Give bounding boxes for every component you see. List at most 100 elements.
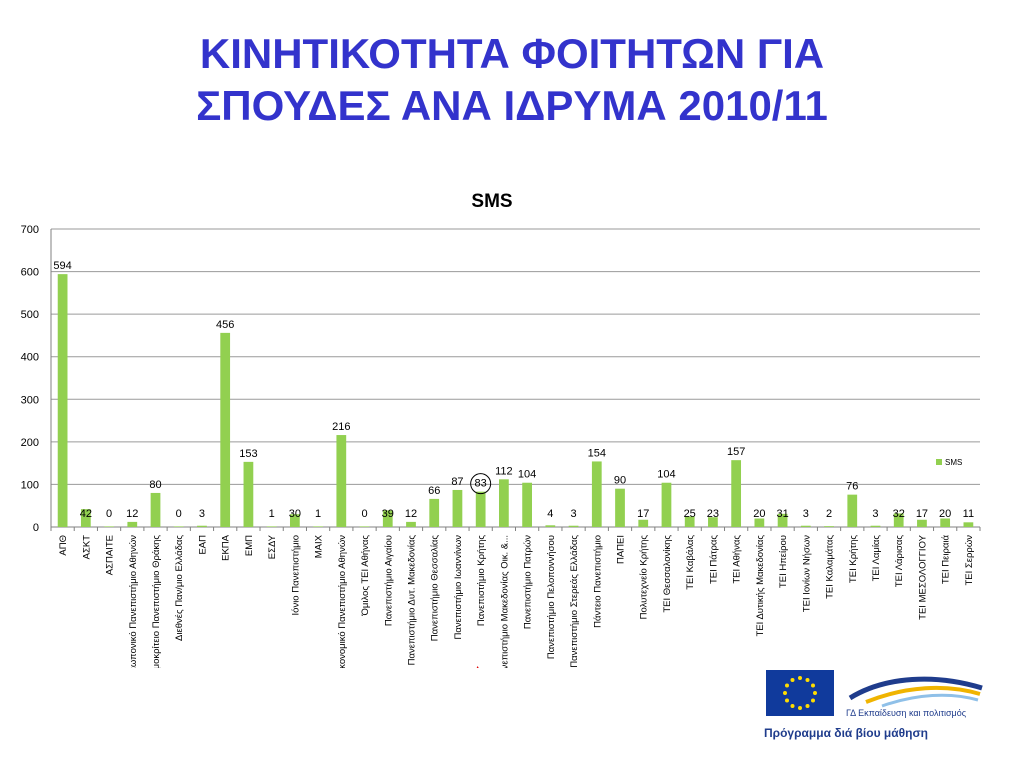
x-tick-label: ΑΣΠΑΙΤΕ: [105, 535, 116, 575]
slide-title: ΚΙΝΗΤΙΚΟΤΗΤΑ ΦΟΙΤΗΤΩΝ ΓΙΑ ΣΠΟΥΔΕΣ ΑΝΑ ΙΔ…: [0, 28, 1024, 132]
bar: [684, 516, 695, 527]
bar: [499, 479, 509, 527]
bar: [289, 514, 300, 527]
y-tick-label: 500: [21, 309, 39, 321]
data-label: 3: [199, 508, 205, 520]
data-label: 1: [315, 508, 321, 520]
x-tick-label: Πανεπιστήμιο Δυτ. Μακεδονίας: [406, 535, 417, 666]
data-label: 112: [495, 465, 513, 477]
x-tick-label: Γεωπονικό Πανεπιστήμιο Αθηνών: [128, 535, 139, 668]
eu-star-icon: [790, 703, 795, 708]
highlight-marker: [470, 473, 492, 668]
bar: [429, 498, 440, 527]
data-label: 153: [239, 448, 257, 460]
bar: [173, 526, 184, 527]
lifelong-learning-text: Πρόγραμμα διά βίου μάθηση: [764, 726, 928, 740]
bar: [545, 525, 556, 527]
data-label: 3: [803, 508, 809, 520]
x-tick-label: ΤΕΙ Κρήτης: [848, 535, 859, 583]
data-label: 90: [614, 475, 626, 487]
data-label: 31: [776, 508, 788, 520]
y-tick-label: 300: [21, 394, 39, 406]
x-tick-label: ΤΕΙ Καβάλας: [685, 535, 696, 590]
data-label: 4: [547, 508, 553, 520]
data-label: 20: [753, 508, 765, 520]
x-tick-label: ΤΕΙ Σερρών: [964, 535, 975, 586]
legend-swatch: [936, 459, 942, 465]
data-label: 594: [53, 260, 71, 272]
data-label: 80: [149, 479, 161, 491]
x-axis: ΑΠΘ ΑΣΚΤ ΑΣΠΑΙΤΕ Γεωπονικό Πανεπιστήμιο Αθη…: [50, 527, 981, 668]
footer-logos: ΓΔ Εκπαίδευση και πολιτισμός Πρόγραμμα δ…: [760, 668, 1000, 748]
slide-title-line-2: ΣΠΟΥΔΕΣ ΑΝΑ ΙΔΡΥΜΑ 2010/11: [196, 82, 828, 129]
data-label: 30: [289, 508, 301, 520]
y-tick-label: 100: [21, 479, 39, 491]
data-label: 20: [939, 508, 951, 520]
y-tick-label: 0: [33, 522, 39, 534]
data-label: 25: [684, 508, 696, 520]
x-tick-label: ΑΠΘ: [58, 535, 69, 556]
swoosh-logo: [848, 676, 983, 708]
x-tick-label: ΕΣΔΥ: [267, 534, 278, 559]
x-tick-label: Πανεπιστήμιο Κρήτης: [476, 535, 487, 626]
y-tick-label: 200: [21, 437, 39, 449]
eu-star-icon: [805, 703, 810, 708]
x-tick-label: ΤΕΙ ΜΕΣΟΛΟΓΓΙΟΥ: [917, 534, 928, 619]
bar: [104, 526, 114, 527]
eu-star-icon: [810, 698, 815, 703]
chart-legend: SMS: [936, 458, 962, 467]
eu-star-icon: [813, 691, 817, 695]
bar: [847, 494, 858, 527]
data-label: 42: [80, 508, 92, 520]
bar: [870, 525, 881, 527]
y-axis: 0 100 200 300 400 500 600 700: [21, 224, 39, 534]
bar: [80, 509, 91, 527]
data-label: 66: [428, 485, 440, 497]
data-label: 17: [637, 508, 649, 520]
x-tick-label: Όμιλος ΤΕΙ Αθήνας: [360, 535, 371, 617]
eu-star-icon: [798, 706, 802, 710]
bar: [661, 482, 672, 527]
x-tick-label: ΤΕΙ Ιονίων Νήσων: [801, 535, 812, 612]
bar: [197, 525, 207, 527]
data-label: 104: [657, 469, 675, 481]
slide-title-line-1: ΚΙΝΗΤΙΚΟΤΗΤΑ ΦΟΙΤΗΤΩΝ ΓΙΑ: [199, 30, 825, 77]
x-tick-label: ΤΕΙ Πειραιά: [941, 534, 952, 584]
x-tick-label: Ιόνιο Πανεπιστήμιο: [290, 535, 301, 615]
bar: [313, 526, 323, 527]
bar: [568, 525, 579, 527]
highlight-arrow-head: [476, 666, 479, 668]
data-label: 0: [176, 508, 182, 520]
x-tick-label: ΤΕΙ Καλαμάτας: [825, 535, 836, 599]
bar: [708, 517, 718, 527]
y-tick-label: 700: [21, 224, 39, 236]
x-tick-label: Πανεπιστήμιο Στερεάς Ελλάδας: [569, 535, 580, 668]
data-label: 12: [405, 508, 417, 520]
x-tick-label: ΤΕΙ Θεσσαλονίκης: [662, 535, 673, 613]
chart-title: SMS: [471, 191, 512, 212]
x-tick-label: Δημοκρίτειο Πανεπιστήμιο Θράκης: [151, 535, 162, 668]
bar: [150, 492, 161, 527]
bar: [731, 460, 742, 527]
bar: [638, 519, 649, 527]
x-tick-label: ΠΑΠΕΙ: [616, 535, 627, 564]
eu-star-icon: [805, 678, 810, 683]
bar: [382, 510, 393, 527]
eu-flag-logo: [766, 670, 834, 716]
x-tick-label: Οικονομικό Πανεπιστήμιο Αθηνών: [337, 535, 348, 668]
x-tick-label: ΤΕΙ Πάτρας: [708, 535, 719, 584]
y-tick-label: 400: [21, 352, 39, 364]
data-label: 157: [727, 446, 745, 458]
eu-stars-icon: [783, 676, 817, 710]
bar: [266, 526, 277, 527]
x-tick-label: Πανεπιστήμιο Ιωαννίνων: [453, 535, 464, 640]
bar: [452, 489, 463, 527]
x-tick-label: ΕΜΠ: [244, 535, 255, 556]
bar: [220, 332, 231, 527]
bar: [800, 525, 811, 527]
bar: [127, 521, 138, 527]
data-label: 17: [916, 508, 928, 520]
data-label: 154: [588, 447, 606, 459]
x-tick-label: Διεθνές Παν/μιο Ελλάδας: [174, 535, 185, 641]
